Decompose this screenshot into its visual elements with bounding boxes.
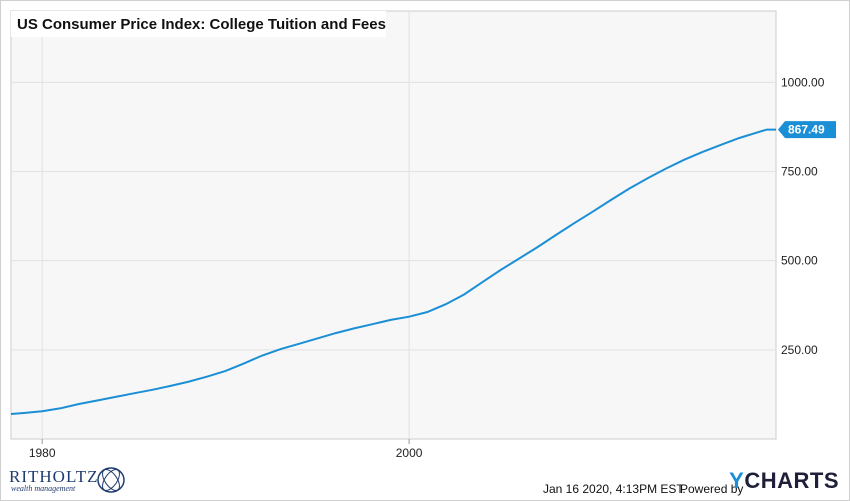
last-value-badge: 867.49: [778, 121, 836, 139]
y-tick-label: 1000.00: [781, 75, 825, 89]
powered-by: Powered by: [680, 482, 744, 496]
timestamp: Jan 16 2020, 4:13PM EST.: [543, 482, 686, 496]
last-value-label: 867.49: [788, 123, 825, 137]
chart-title: US Consumer Price Index: College Tuition…: [17, 16, 386, 33]
tick-labels: 250.00 500.00 750.00 1000.00 1980 2000: [29, 75, 825, 460]
y-tick-label: 500.00: [781, 254, 818, 268]
plot-area: [10, 10, 777, 440]
y-tick-label: 750.00: [781, 165, 818, 179]
gridlines: [11, 11, 776, 439]
y-tick-label: 250.00: [781, 343, 818, 357]
x-tick-label: 2000: [396, 446, 423, 460]
ritholtz-name: RITHOLTZ: [9, 467, 99, 486]
ritholtz-logo: RITHOLTZ wealth management: [9, 465, 129, 497]
title-box: US Consumer Price Index: College Tuition…: [11, 11, 386, 37]
ycharts-logo: YCHARTS: [729, 468, 839, 494]
last-value-badge-shape: [778, 121, 836, 139]
ritholtz-emblem-icon: [97, 467, 125, 493]
ritholtz-sub: wealth management: [11, 484, 76, 493]
ycharts-logo-rest: CHARTS: [744, 468, 839, 493]
x-tick-label: 1980: [29, 446, 56, 460]
chart-svg: 250.00 500.00 750.00 1000.00 1980 2000 867.49…: [10, 10, 836, 460]
ycharts-logo-y: Y: [729, 468, 745, 493]
title-background: [11, 11, 386, 37]
series-line: [10, 128, 776, 415]
